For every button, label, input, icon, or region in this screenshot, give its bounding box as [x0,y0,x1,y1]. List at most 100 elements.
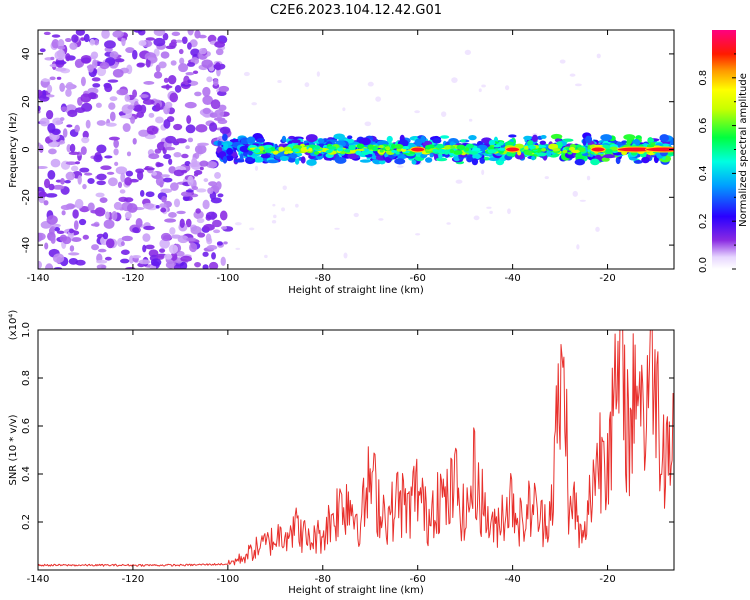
heatmap-cell [303,140,308,144]
heatmap-cell [193,173,199,177]
heatmap-cell [195,124,208,133]
heatmap-cell [164,101,173,109]
heatmap-cell [106,171,115,175]
heatmap-cell [378,144,384,149]
heatmap-cell [97,248,107,253]
heatmap-cell [64,179,71,184]
heatmap-cell [277,79,282,84]
heatmap-cell [50,158,61,168]
snr-background [38,330,674,570]
heatmap-cell [198,47,207,55]
heatmap-cell [135,217,143,228]
heatmap-cell [355,150,361,156]
heatmap-cell [514,152,525,160]
heatmap-cell [243,71,250,77]
heatmap-cell [187,42,192,50]
heatmap-cell [569,73,576,77]
heatmap-cell [153,37,166,47]
heatmap-cell [132,227,140,233]
heatmap-cell [162,32,169,41]
heatmap-cell [264,254,268,259]
heatmap-cell [220,226,228,230]
heatmap-cell [256,137,266,143]
heatmap-cell [271,220,277,224]
heatmap-cell [197,232,206,238]
heatmap-cell [45,94,55,98]
heatmap-cell [353,212,359,218]
heatmap-cell [59,234,68,242]
snr-panel: -140 -120 -100 -80 -60 -40 -20 0.2 0.4 0.6 0.8 1.0… [8,310,675,596]
heatmap-cell [595,226,600,232]
heatmap-cell [247,150,253,156]
heatmap-cell [171,31,181,37]
heatmap-cell [160,188,173,194]
heatmap-cell [176,210,186,215]
heatmap-cell [569,146,576,151]
heatmap-cell [81,57,91,64]
heatmap-cell [210,99,221,110]
heatmap-cell [104,256,112,261]
colorbar-tick-label: 0.4 [698,165,709,181]
heatmap-cell [468,134,477,141]
heatmap-cell [225,155,234,162]
heatmap-cell [546,150,552,157]
heatmap-cell [145,244,155,250]
heatmap-peak [645,146,674,153]
heatmap-cell [62,128,68,138]
heatmap-cell [114,58,125,63]
heatmap-cell [168,211,177,218]
heatmap-cell [104,40,116,49]
heatmap-cell [391,149,397,153]
heatmap-cell [87,202,95,211]
heatmap-cell [189,242,198,253]
heatmap-cell [440,111,447,117]
heatmap-cell [87,87,99,95]
y-tick-label: 0.6 [21,418,32,434]
heatmap-cell [205,233,212,242]
heatmap-cell [214,41,226,48]
heatmap-cell [145,37,155,41]
heatmap-cell [325,149,332,154]
heatmap-cell [104,84,113,93]
heatmap-cell [464,147,470,152]
heatmap-cell [414,110,420,114]
heatmap-cell [126,203,138,213]
heatmap-cell [120,114,132,119]
x-tick-label: -140 [27,574,50,585]
heatmap-cell [151,171,157,176]
heatmap-cell [450,145,456,149]
heatmap-cell [175,138,187,144]
heatmap-cell [114,161,119,167]
heatmap-cell [113,139,119,149]
heatmap-cell [102,232,109,240]
heatmap-cell [648,138,655,143]
heatmap-cell [38,232,43,242]
heatmap-cell [96,173,107,181]
heatmap-cell [446,222,451,225]
heatmap-cell [107,177,118,187]
heatmap-cell [472,147,481,152]
heatmap-cell [109,51,119,59]
x-tick-label: -120 [122,273,145,284]
heatmap-cell [142,99,155,105]
heatmap-cell [75,60,83,68]
heatmap-cell [169,227,176,235]
heatmap-cell [263,144,273,148]
heatmap-cell [283,146,292,152]
heatmap-cell [348,144,356,151]
heatmap-cell [203,178,209,183]
heatmap-cell [78,218,87,226]
heatmap-cell [164,135,177,144]
heatmap-cell [523,135,532,141]
heatmap-cell [292,144,303,150]
heatmap-cell [187,30,194,36]
heatmap-cell [120,249,130,255]
heatmap-cell [155,176,165,187]
heatmap-cell [194,144,207,155]
heatmap-cell [479,157,485,164]
colorbar-tick-label: 0.8 [698,70,709,86]
heatmap-cell [148,153,160,160]
heatmap-cell [100,165,112,171]
heatmap-cell [432,149,439,152]
y-tick-label: 20 [21,95,32,108]
